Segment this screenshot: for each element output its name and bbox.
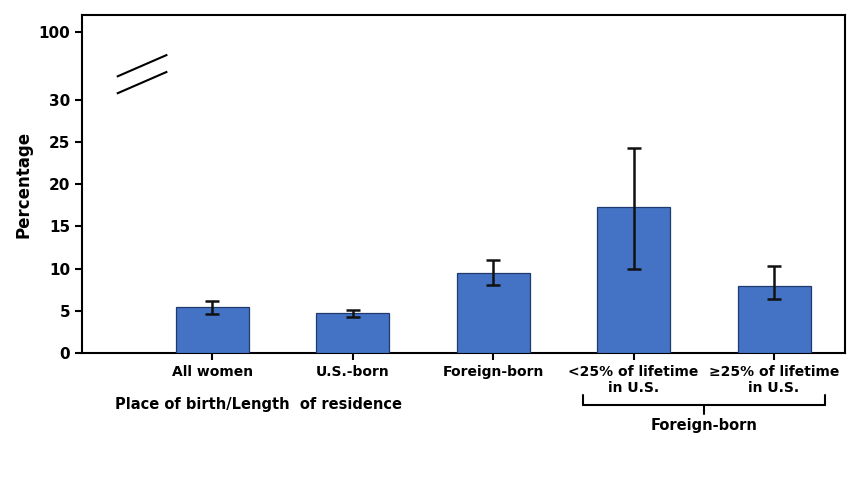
Bar: [316, 313, 389, 353]
Bar: [176, 307, 249, 353]
Bar: [738, 286, 810, 353]
Bar: [457, 273, 530, 353]
Text: Place of birth/Length  of residence: Place of birth/Length of residence: [116, 398, 402, 412]
Y-axis label: Percentage: Percentage: [15, 130, 33, 238]
Text: Foreign-born: Foreign-born: [651, 418, 757, 433]
Bar: [597, 207, 670, 353]
